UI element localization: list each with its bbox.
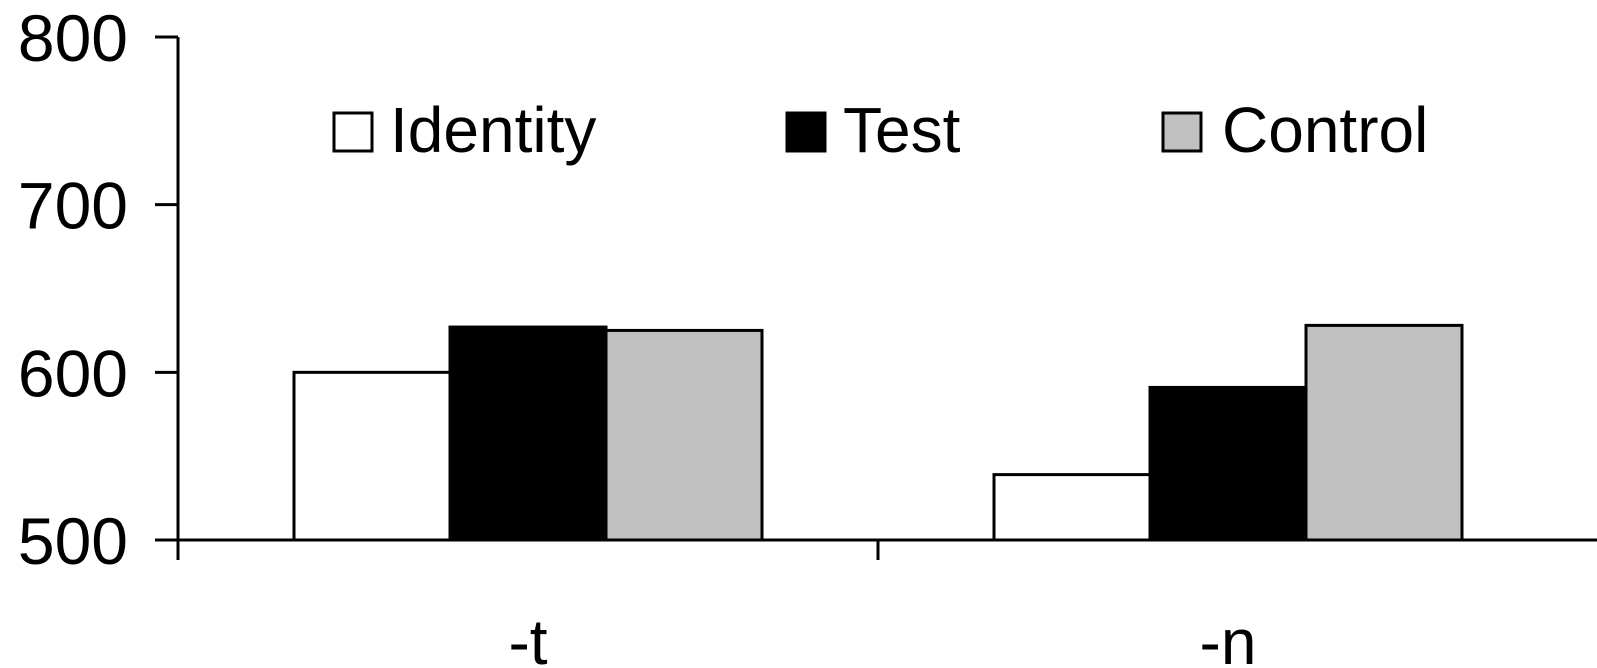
- axes: [176, 37, 1597, 560]
- y-tick-label-800: 800: [18, 1, 128, 75]
- bar-identity-n: [992, 473, 1152, 542]
- x-tick-labels: -t -n: [508, 606, 1256, 668]
- legend-swatch-control: [1161, 111, 1203, 153]
- legend-swatch-test: [785, 111, 827, 153]
- bars: [292, 323, 1464, 542]
- y-tick-label-600: 600: [18, 336, 128, 410]
- legend-label-test: Test: [843, 94, 961, 166]
- y-ticks: 500 600 700 800: [18, 1, 178, 578]
- y-tick-label-700: 700: [18, 169, 128, 243]
- bar-test-t: [448, 325, 608, 542]
- bar-control-n: [1304, 323, 1464, 542]
- legend-label-control: Control: [1222, 94, 1428, 166]
- y-tick-label-500: 500: [18, 504, 128, 578]
- bar-identity-t: [292, 370, 452, 542]
- legend-swatch-identity: [332, 111, 374, 153]
- legend-item-control: Control: [1161, 94, 1428, 166]
- x-tick-label-t: -t: [508, 606, 547, 668]
- legend: Identity Test Control: [332, 94, 1428, 166]
- x-tick-label-n: -n: [1200, 606, 1257, 668]
- legend-item-identity: Identity: [332, 94, 596, 166]
- legend-label-identity: Identity: [390, 94, 596, 166]
- bar-test-n: [1148, 385, 1308, 542]
- legend-item-test: Test: [785, 94, 961, 166]
- bar-control-t: [604, 328, 764, 542]
